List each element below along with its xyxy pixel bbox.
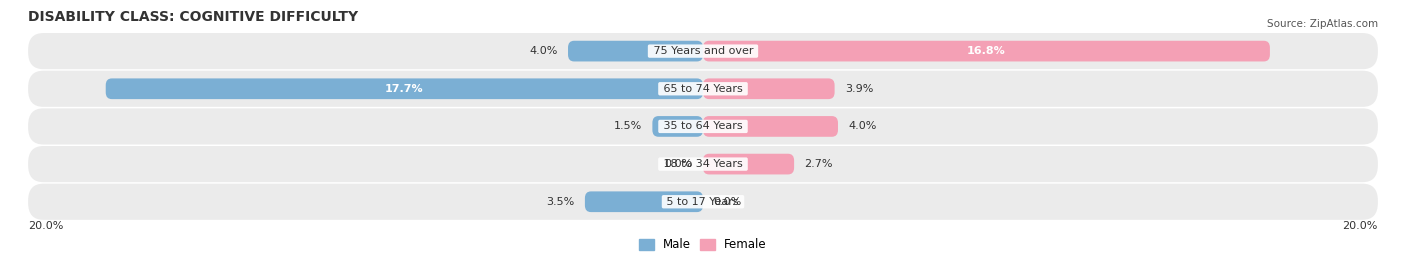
Text: 5 to 17 Years: 5 to 17 Years	[664, 197, 742, 207]
FancyBboxPatch shape	[703, 79, 835, 99]
Text: 4.0%: 4.0%	[848, 121, 876, 132]
FancyBboxPatch shape	[28, 146, 1378, 182]
FancyBboxPatch shape	[703, 41, 1270, 62]
FancyBboxPatch shape	[703, 154, 794, 174]
FancyBboxPatch shape	[703, 116, 838, 137]
Text: 75 Years and over: 75 Years and over	[650, 46, 756, 56]
FancyBboxPatch shape	[585, 192, 703, 212]
Text: DISABILITY CLASS: COGNITIVE DIFFICULTY: DISABILITY CLASS: COGNITIVE DIFFICULTY	[28, 10, 359, 24]
FancyBboxPatch shape	[105, 79, 703, 99]
Text: 17.7%: 17.7%	[385, 84, 423, 94]
Text: 0.0%: 0.0%	[665, 159, 693, 169]
FancyBboxPatch shape	[28, 33, 1378, 69]
Text: 20.0%: 20.0%	[28, 221, 63, 231]
Text: 20.0%: 20.0%	[1343, 221, 1378, 231]
FancyBboxPatch shape	[568, 41, 703, 62]
Text: 16.8%: 16.8%	[967, 46, 1005, 56]
Text: 3.9%: 3.9%	[845, 84, 873, 94]
Text: 1.5%: 1.5%	[614, 121, 643, 132]
Text: 2.7%: 2.7%	[804, 159, 832, 169]
Text: 3.5%: 3.5%	[547, 197, 575, 207]
Text: 4.0%: 4.0%	[530, 46, 558, 56]
Text: 18 to 34 Years: 18 to 34 Years	[659, 159, 747, 169]
Text: 65 to 74 Years: 65 to 74 Years	[659, 84, 747, 94]
FancyBboxPatch shape	[28, 184, 1378, 220]
FancyBboxPatch shape	[28, 71, 1378, 107]
FancyBboxPatch shape	[28, 108, 1378, 144]
Text: 0.0%: 0.0%	[713, 197, 741, 207]
Legend: Male, Female: Male, Female	[634, 234, 772, 256]
Text: Source: ZipAtlas.com: Source: ZipAtlas.com	[1267, 19, 1378, 29]
Text: 35 to 64 Years: 35 to 64 Years	[659, 121, 747, 132]
FancyBboxPatch shape	[652, 116, 703, 137]
